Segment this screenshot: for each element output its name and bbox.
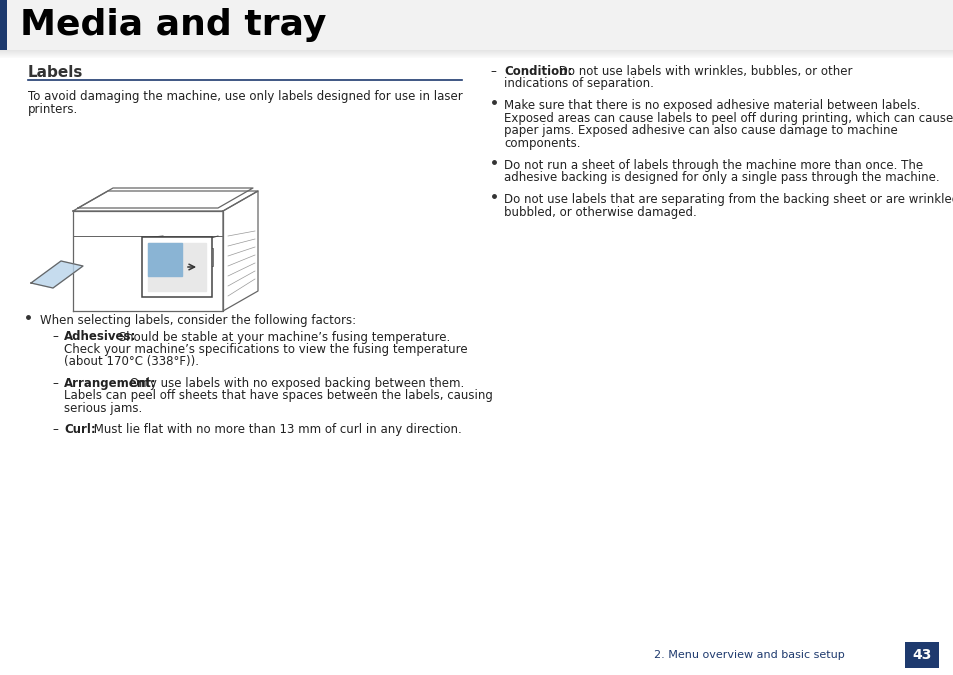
Text: serious jams.: serious jams.: [64, 402, 142, 414]
Bar: [0, 56, 953, 57]
Text: –: –: [490, 65, 496, 78]
Text: –: –: [52, 377, 58, 389]
Text: Check your machine’s specifications to view the fusing temperature: Check your machine’s specifications to v…: [64, 343, 467, 356]
Text: Arrangement:: Arrangement:: [64, 377, 156, 389]
Text: –: –: [52, 331, 58, 344]
Text: adhesive backing is designed for only a single pass through the machine.: adhesive backing is designed for only a …: [503, 171, 939, 184]
Text: 2. Menu overview and basic setup: 2. Menu overview and basic setup: [654, 650, 844, 660]
Text: Media and tray: Media and tray: [20, 8, 326, 42]
Text: (about 170°C (338°F)).: (about 170°C (338°F)).: [64, 356, 199, 369]
Bar: [168, 248, 213, 266]
Polygon shape: [148, 243, 182, 276]
Bar: [0, 54, 953, 55]
Polygon shape: [30, 261, 83, 288]
Bar: [0, 51, 953, 52]
Bar: [0, 0, 953, 50]
Bar: [904, 642, 938, 668]
Text: Do not use labels that are separating from the backing sheet or are wrinkled,: Do not use labels that are separating fr…: [503, 193, 953, 206]
Bar: [0, 55, 953, 56]
Text: components.: components.: [503, 137, 579, 150]
Bar: [0, 50, 953, 51]
Text: Adhesives:: Adhesives:: [64, 331, 136, 344]
Text: Labels can peel off sheets that have spaces between the labels, causing: Labels can peel off sheets that have spa…: [64, 389, 493, 402]
Text: To avoid damaging the machine, use only labels designed for use in laser: To avoid damaging the machine, use only …: [28, 90, 462, 103]
Text: Must lie flat with no more than 13 mm of curl in any direction.: Must lie flat with no more than 13 mm of…: [90, 423, 461, 436]
Polygon shape: [148, 243, 206, 291]
FancyBboxPatch shape: [142, 237, 212, 297]
Text: bubbled, or otherwise damaged.: bubbled, or otherwise damaged.: [503, 206, 696, 219]
Text: printers.: printers.: [28, 103, 78, 116]
Bar: [0, 57, 953, 58]
Text: –: –: [52, 423, 58, 436]
Text: Condition:: Condition:: [503, 65, 572, 78]
Text: Do not use labels with wrinkles, bubbles, or other: Do not use labels with wrinkles, bubbles…: [555, 65, 852, 78]
Text: Exposed areas can cause labels to peel off during printing, which can cause: Exposed areas can cause labels to peel o…: [503, 112, 952, 125]
Bar: [0, 0, 7, 50]
Text: Should be stable at your machine’s fusing temperature.: Should be stable at your machine’s fusin…: [115, 331, 450, 344]
Text: 43: 43: [911, 648, 931, 662]
Text: Curl:: Curl:: [64, 423, 95, 436]
Text: paper jams. Exposed adhesive can also cause damage to machine: paper jams. Exposed adhesive can also ca…: [503, 124, 897, 138]
Text: Labels: Labels: [28, 65, 83, 80]
Text: Only use labels with no exposed backing between them.: Only use labels with no exposed backing …: [126, 377, 463, 389]
Bar: [0, 52, 953, 53]
Text: Make sure that there is no exposed adhesive material between labels.: Make sure that there is no exposed adhes…: [503, 99, 920, 112]
Text: When selecting labels, consider the following factors:: When selecting labels, consider the foll…: [40, 314, 355, 327]
Bar: [0, 53, 953, 54]
Text: indications of separation.: indications of separation.: [503, 78, 653, 90]
Text: Do not run a sheet of labels through the machine more than once. The: Do not run a sheet of labels through the…: [503, 159, 923, 171]
